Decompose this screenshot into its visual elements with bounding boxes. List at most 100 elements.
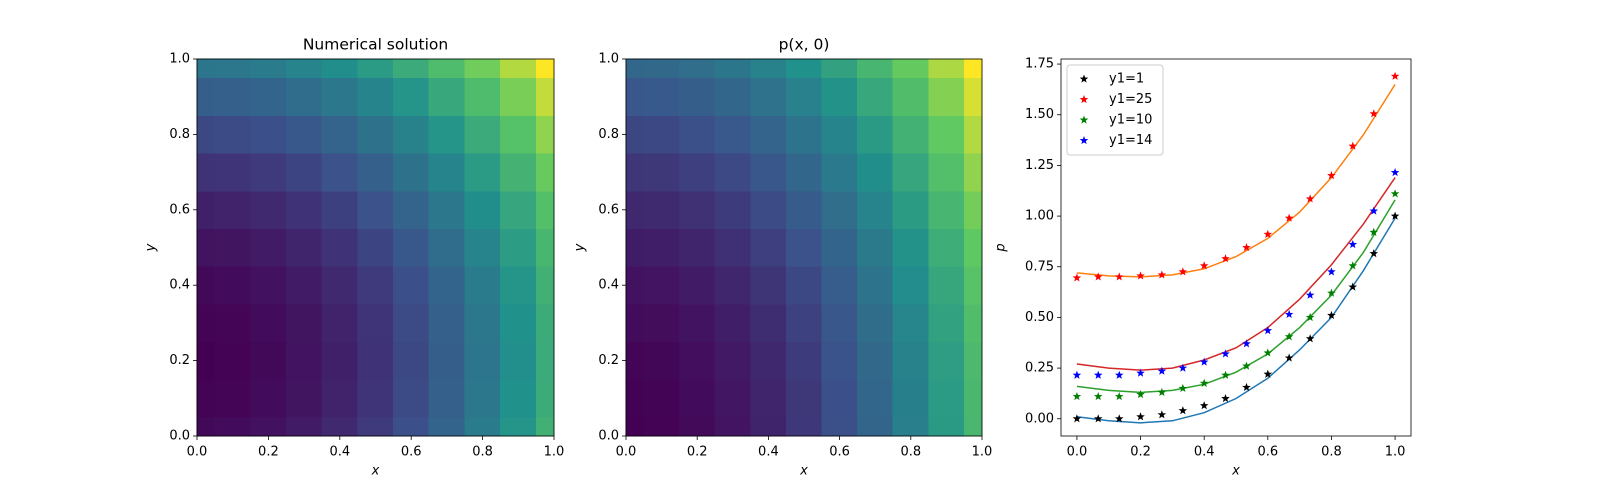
contour-cell (785, 416, 823, 437)
legend-marker (1079, 95, 1089, 104)
contour-cell (857, 77, 894, 116)
contour-cell (196, 303, 216, 343)
contour-cell (464, 266, 501, 305)
contour-cell (500, 228, 537, 267)
contour-cell (250, 190, 287, 229)
y-tick-label: 0.00 (1025, 411, 1054, 426)
x-tick-label: 0.4 (758, 445, 779, 460)
contour-cell (357, 228, 394, 267)
contour-cell (643, 152, 680, 192)
star-marker (1263, 229, 1273, 238)
contour-cell (928, 266, 965, 305)
contour-cell (963, 77, 983, 116)
contour-cell (357, 58, 394, 79)
contour-cell (750, 303, 787, 343)
contour-cell (464, 303, 501, 343)
star-marker (1072, 391, 1082, 401)
contour-cell (714, 379, 751, 418)
contour-cell (393, 228, 430, 267)
contour-cell (464, 77, 501, 116)
panel: 0.0 0.2 0.4 0.6 0.8 1.0 0.0 0.2 0.4 0.6 0.8 1.0 p(x,… (573, 36, 993, 479)
x-tick-label: 0.2 (687, 445, 708, 460)
star-marker (1369, 249, 1379, 258)
star-marker (1263, 348, 1273, 357)
contour-cell (357, 190, 394, 229)
contour-cell (714, 190, 751, 229)
x-axis-label: x (1231, 464, 1240, 479)
axes-title: Numerical solution (303, 36, 448, 54)
star-marker (1348, 239, 1358, 249)
contour-cell (643, 303, 680, 343)
star-marker (1390, 189, 1400, 198)
x-tick-label: 0.4 (329, 445, 350, 460)
contour-cell (393, 152, 430, 192)
contour-cell (785, 379, 823, 418)
contour-cell (321, 58, 358, 79)
x-tick-label: 1.0 (972, 445, 993, 460)
contour-cell (464, 379, 501, 418)
contour-cell (428, 379, 466, 418)
contour-cell (785, 58, 823, 79)
contour-cell (196, 58, 216, 79)
contour-cell (643, 77, 680, 116)
contour-cell (750, 190, 787, 229)
contour-cell (357, 266, 394, 305)
y-tick-label: 0.6 (169, 202, 190, 217)
star-marker (1199, 378, 1209, 387)
star-marker (1284, 353, 1294, 362)
contour-cell (214, 416, 251, 437)
contour-cell (821, 190, 858, 229)
contour-cell (857, 115, 894, 154)
star-marker (1136, 412, 1145, 421)
contour-cell (250, 115, 287, 154)
contour-cell (321, 266, 358, 305)
contour-cell (321, 228, 358, 267)
contour-cell (679, 228, 716, 267)
contour-cell (892, 190, 929, 229)
legend-label: y1=25 (1109, 92, 1152, 107)
contour-cell (214, 58, 251, 79)
contour-cell (892, 58, 929, 79)
star-marker (1199, 357, 1209, 366)
contour-cell (963, 416, 983, 437)
contour-cell (857, 379, 894, 418)
contour-cell (679, 303, 716, 343)
contour-cell (500, 266, 537, 305)
contour-cell (393, 416, 430, 437)
contour-cell (464, 58, 501, 79)
contour-cell (285, 266, 323, 305)
panel: 0.0 0.2 0.4 0.6 0.8 1.0 0.0 0.2 0.4 0.6 0.8 1.0 Nume… (144, 36, 565, 479)
star-marker (1242, 243, 1251, 252)
star-marker (1178, 406, 1188, 415)
y-tick-label: 1.0 (169, 52, 190, 67)
star-marker (1157, 270, 1167, 279)
contour-cell (535, 115, 555, 154)
star-marker (1305, 194, 1315, 203)
contour-cell (285, 58, 323, 79)
star-marker (1157, 387, 1167, 397)
star-marker (1221, 254, 1230, 263)
x-tick-label: 0.6 (1257, 445, 1278, 460)
star-marker (1348, 261, 1358, 270)
contour-cell (714, 341, 751, 380)
contour-cell (821, 58, 858, 79)
contour-cell (750, 58, 787, 79)
star-marker (1136, 389, 1145, 399)
star-marker (1242, 339, 1251, 348)
contour-cell (535, 190, 555, 229)
legend-marker (1079, 115, 1089, 124)
y-tick-label: 1.50 (1025, 107, 1054, 122)
contour-cell (928, 58, 965, 79)
star-marker (1369, 109, 1379, 118)
contour-cell (285, 115, 323, 154)
contour-cell (928, 341, 965, 380)
contour-cell (857, 190, 894, 229)
x-axis-label: x (371, 464, 380, 479)
star-marker (1327, 288, 1336, 297)
fit-line (1076, 217, 1396, 424)
legend-label: y1=14 (1109, 133, 1152, 148)
contour-cell (214, 341, 251, 380)
contour-cell (535, 416, 555, 437)
contour-cell (643, 266, 680, 305)
contour-cell (500, 416, 537, 437)
